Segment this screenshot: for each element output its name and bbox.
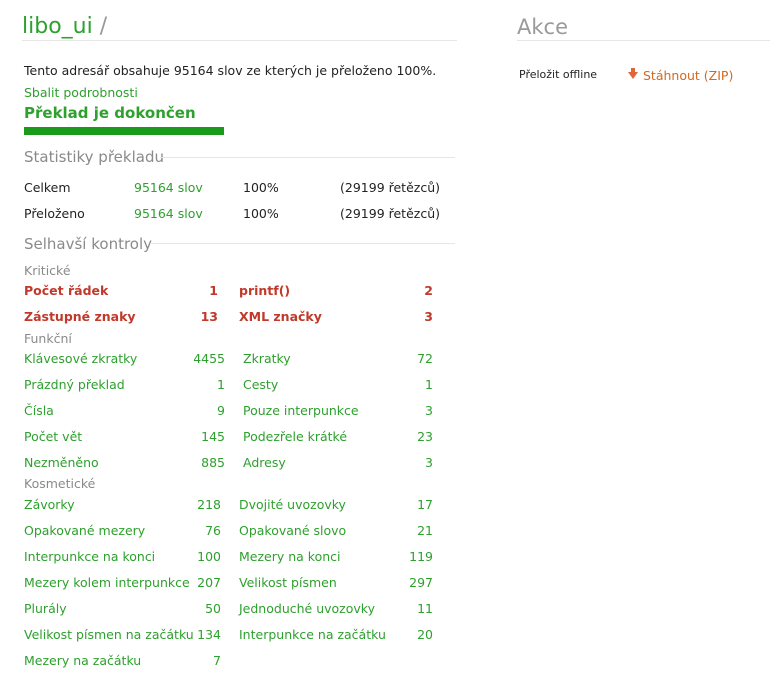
- check-count[interactable]: 1: [209, 283, 218, 298]
- check-count[interactable]: 11: [417, 601, 433, 616]
- check-count[interactable]: 4455: [193, 351, 225, 366]
- check-count[interactable]: 100: [197, 549, 221, 564]
- check-link[interactable]: Závorky: [24, 497, 75, 512]
- check-count[interactable]: 119: [409, 549, 433, 564]
- check-count[interactable]: 76: [205, 523, 221, 538]
- check-count[interactable]: 3: [424, 309, 433, 324]
- check-link[interactable]: Počet řádek: [24, 283, 109, 298]
- check-count[interactable]: 207: [197, 575, 221, 590]
- check-count[interactable]: 23: [417, 429, 433, 444]
- translation-status: Překlad je dokončen: [24, 104, 196, 122]
- check-count[interactable]: 1: [425, 377, 433, 392]
- check-link[interactable]: XML značky: [239, 309, 322, 324]
- offline-translate-label: Přeložit offline: [519, 68, 598, 81]
- progress-bar: [24, 127, 224, 135]
- stats-strings: (29199 řetězců): [340, 180, 440, 195]
- check-link[interactable]: Počet vět: [24, 429, 83, 444]
- check-count[interactable]: 13: [200, 309, 218, 324]
- check-link[interactable]: Pouze interpunkce: [243, 403, 359, 418]
- check-count[interactable]: 218: [197, 497, 221, 512]
- check-link[interactable]: Velikost písmen: [239, 575, 337, 590]
- stats-label: Přeloženo: [24, 206, 85, 221]
- check-link[interactable]: printf(): [239, 283, 291, 298]
- collapse-details-link[interactable]: Sbalit podrobnosti: [24, 85, 138, 100]
- download-zip-label: Stáhnout (ZIP): [643, 68, 734, 83]
- check-count[interactable]: 297: [409, 575, 433, 590]
- check-count[interactable]: 21: [417, 523, 433, 538]
- project-link[interactable]: libo_ui: [22, 14, 93, 39]
- stats-words-link[interactable]: 95164 slov: [134, 180, 203, 195]
- cosmetic-category: Kosmetické: [24, 476, 96, 491]
- check-link[interactable]: Mezery na začátku: [24, 653, 142, 668]
- checks-title: Selhavší kontroly: [24, 235, 153, 253]
- check-link[interactable]: Plurály: [24, 601, 67, 616]
- check-count[interactable]: 7: [213, 653, 221, 668]
- collapse-link-word-2: podrobnosti: [63, 85, 138, 100]
- check-link[interactable]: Jednoduché uvozovky: [239, 601, 375, 616]
- title-divider: [22, 40, 457, 41]
- critical-category: Kritické: [24, 263, 71, 278]
- check-count[interactable]: 145: [201, 429, 225, 444]
- actions-title: Akce: [517, 15, 568, 39]
- check-link[interactable]: Zástupné znaky: [24, 309, 136, 324]
- check-link[interactable]: Cesty: [243, 377, 279, 392]
- check-link[interactable]: Adresy: [243, 455, 286, 470]
- check-link[interactable]: Podezřele krátké: [243, 429, 348, 444]
- download-zip-link[interactable]: Stáhnout (ZIP): [628, 68, 733, 83]
- check-link[interactable]: Zkratky: [243, 351, 291, 366]
- check-link[interactable]: Opakované mezery: [24, 523, 146, 538]
- breadcrumb-separator: /: [99, 14, 108, 39]
- check-count[interactable]: 3: [425, 403, 433, 418]
- check-link[interactable]: Prázdný překlad: [24, 377, 125, 392]
- stats-divider: [160, 157, 455, 158]
- check-link[interactable]: Velikost písmen na začátku: [24, 627, 194, 642]
- stats-strings: (29199 řetězců): [340, 206, 440, 221]
- page-title: libo_ui /: [22, 14, 107, 39]
- check-count[interactable]: 2: [424, 283, 433, 298]
- check-count[interactable]: 3: [425, 455, 433, 470]
- check-count[interactable]: 50: [205, 601, 221, 616]
- summary-description: Tento adresář obsahuje 95164 slov ze kte…: [24, 60, 449, 104]
- check-link[interactable]: Klávesové zkratky: [24, 351, 138, 366]
- stats-percent: 100%: [243, 180, 279, 195]
- summary-text: Tento adresář obsahuje 95164 slov ze kte…: [24, 63, 437, 78]
- check-link[interactable]: Opakované slovo: [239, 523, 347, 538]
- checks-divider: [150, 243, 455, 244]
- check-link[interactable]: Nezměněno: [24, 455, 99, 470]
- actions-divider: [517, 40, 770, 41]
- stats-title: Statistiky překladu: [24, 148, 164, 166]
- check-count[interactable]: 885: [201, 455, 225, 470]
- check-count[interactable]: 20: [417, 627, 433, 642]
- check-count[interactable]: 17: [417, 497, 433, 512]
- stats-words-link[interactable]: 95164 slov: [134, 206, 203, 221]
- check-link[interactable]: Mezery na konci: [239, 549, 341, 564]
- check-link[interactable]: Čísla: [24, 403, 54, 418]
- check-count[interactable]: 134: [197, 627, 221, 642]
- collapse-link-word-1: Sbalit: [24, 85, 60, 100]
- download-arrow-icon: [628, 68, 638, 79]
- check-count[interactable]: 1: [217, 377, 225, 392]
- check-count[interactable]: 9: [217, 403, 225, 418]
- check-count[interactable]: 72: [417, 351, 433, 366]
- check-link[interactable]: Interpunkce na začátku: [239, 627, 386, 642]
- stats-percent: 100%: [243, 206, 279, 221]
- check-link[interactable]: Interpunkce na konci: [24, 549, 156, 564]
- functional-category: Funkční: [24, 331, 72, 346]
- stats-label: Celkem: [24, 180, 71, 195]
- check-link[interactable]: Mezery kolem interpunkce: [24, 575, 190, 590]
- check-link[interactable]: Dvojité uvozovky: [239, 497, 346, 512]
